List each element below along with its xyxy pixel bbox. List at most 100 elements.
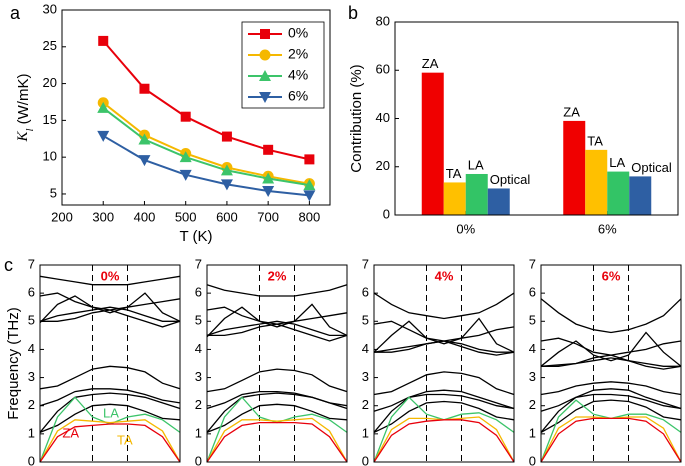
y-tick-label: 40 xyxy=(376,110,390,125)
phonon-branch xyxy=(373,371,515,396)
y-tick-label: 5 xyxy=(362,313,369,328)
plot-frame xyxy=(540,264,682,463)
y-tick-label: 0 xyxy=(362,453,369,466)
marker xyxy=(97,130,110,142)
y-tick-label: 6 xyxy=(529,285,536,300)
y-axis-symbol: K xyxy=(15,130,31,142)
phonon-branch xyxy=(39,275,181,286)
y-tick-label: 0 xyxy=(383,206,390,221)
y-tick-label: 5 xyxy=(195,313,202,328)
y-tick-label: 7 xyxy=(28,256,35,271)
phonon-branch xyxy=(540,357,681,367)
legend-marker xyxy=(260,29,270,39)
y-tick-label: 0 xyxy=(529,453,536,466)
y-tick-label: 1 xyxy=(529,425,536,440)
plot-frame xyxy=(39,264,181,463)
y-axis-label: Contribution (%) xyxy=(348,64,365,172)
phonon-branch xyxy=(540,298,682,334)
y-axis-subscript: l xyxy=(24,128,36,131)
y-tick-label: 6 xyxy=(362,285,369,300)
plot-frame xyxy=(61,9,331,206)
series-line xyxy=(102,101,310,185)
phonon-branch xyxy=(206,403,348,434)
panel-label: b xyxy=(348,3,358,23)
marker xyxy=(180,111,191,122)
legend-box xyxy=(241,21,325,109)
y-tick-label: 0 xyxy=(195,453,202,466)
phonon-branch xyxy=(206,421,348,463)
series-line xyxy=(102,134,310,197)
x-tick-label: 700 xyxy=(257,209,279,224)
series-line xyxy=(102,107,310,187)
phonon-branch xyxy=(39,423,181,463)
marker xyxy=(262,186,275,198)
phonon-branch xyxy=(373,389,515,433)
phonon-branch xyxy=(540,417,682,463)
panel-label: a xyxy=(10,3,21,23)
marker xyxy=(139,83,150,94)
phonon-branch xyxy=(540,337,682,356)
phonon-branch xyxy=(39,306,180,322)
plot-frame xyxy=(206,264,348,463)
panel-title: 2% xyxy=(268,268,287,283)
bar-label: Optical xyxy=(490,172,531,187)
phonon-branch xyxy=(39,392,181,433)
panel-title: 6% xyxy=(602,268,621,283)
y-tick-label: 3 xyxy=(28,369,35,384)
legend-marker xyxy=(259,70,271,81)
phonon-branch xyxy=(540,399,682,433)
marker xyxy=(303,179,316,191)
y-tick-label: 4 xyxy=(195,341,202,356)
phonon-branch xyxy=(373,340,514,353)
bar xyxy=(585,149,608,215)
phonon-branch xyxy=(373,419,515,463)
x-tick-label: 300 xyxy=(92,209,114,224)
marker xyxy=(179,169,192,181)
bar xyxy=(421,72,444,215)
phonon-branch xyxy=(373,400,515,433)
y-tick-label: 5 xyxy=(529,313,536,328)
marker xyxy=(262,172,275,184)
plot-frame xyxy=(373,264,515,463)
y-tick-label: 7 xyxy=(195,256,202,271)
bar xyxy=(443,182,466,215)
x-tick-label: 6% xyxy=(598,221,617,236)
marker xyxy=(138,155,151,167)
legend-label: 4% xyxy=(288,67,308,83)
bar-label: TA xyxy=(587,133,603,148)
bar xyxy=(487,188,510,215)
bar-label: TA xyxy=(446,166,462,181)
phonon-branch xyxy=(39,365,181,390)
x-axis-label: T (K) xyxy=(179,228,212,245)
marker xyxy=(304,154,315,165)
phonon-branch xyxy=(39,419,181,463)
legend-label: 6% xyxy=(288,88,308,104)
y-tick-label: 25 xyxy=(43,38,57,53)
marker xyxy=(221,131,232,142)
legend-label: 2% xyxy=(288,46,308,62)
y-tick-label: 4 xyxy=(28,341,35,356)
y-tick-label: 2 xyxy=(195,397,202,412)
x-tick-label: 400 xyxy=(134,209,156,224)
phonon-branch xyxy=(540,393,682,412)
y-tick-label: 20 xyxy=(43,75,57,90)
panel-label: c xyxy=(4,255,13,275)
bar-label: Optical xyxy=(631,160,672,175)
y-tick-label: 2 xyxy=(362,397,369,412)
y-tick-label: 60 xyxy=(376,62,390,77)
x-tick-label: 200 xyxy=(51,209,73,224)
y-axis-unit: (W/mK) xyxy=(15,74,32,125)
y-tick-label: 15 xyxy=(43,112,57,127)
phonon-branch xyxy=(206,392,348,433)
x-tick-label: 0% xyxy=(456,221,475,236)
y-tick-label: 1 xyxy=(362,425,369,440)
branch-label: ZA xyxy=(62,425,79,440)
y-tick-label: 30 xyxy=(43,1,57,16)
phonon-branch xyxy=(540,388,682,433)
phonon-branch xyxy=(39,292,181,311)
phonon-branch xyxy=(206,417,348,463)
bar xyxy=(563,120,586,215)
y-tick-label: 10 xyxy=(43,149,57,164)
bar-label: LA xyxy=(468,157,484,172)
